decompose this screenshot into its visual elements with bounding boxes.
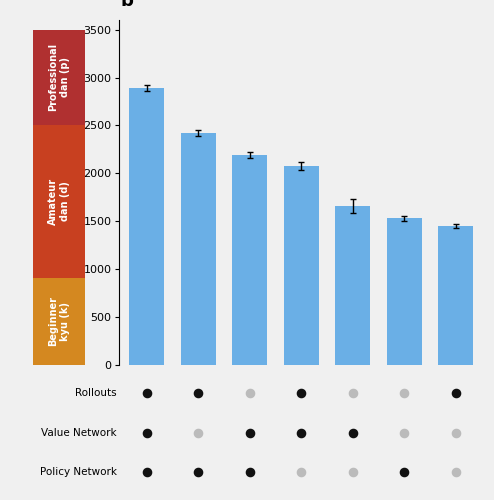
Bar bbox=[284, 166, 319, 365]
Bar bbox=[34, 125, 85, 278]
Bar bbox=[438, 226, 473, 365]
Bar bbox=[129, 88, 165, 365]
Point bbox=[297, 390, 305, 398]
Text: Amateur
dan (d): Amateur dan (d) bbox=[48, 178, 70, 225]
Point bbox=[246, 468, 254, 475]
Point bbox=[452, 468, 460, 475]
Point bbox=[143, 468, 151, 475]
Point bbox=[452, 390, 460, 398]
Point bbox=[195, 428, 203, 436]
Point bbox=[349, 428, 357, 436]
Point bbox=[143, 390, 151, 398]
Bar bbox=[34, 278, 85, 365]
Point bbox=[452, 428, 460, 436]
Point bbox=[195, 390, 203, 398]
Text: Value Network: Value Network bbox=[41, 428, 117, 438]
Text: Professional
dan (p): Professional dan (p) bbox=[48, 44, 70, 112]
Point bbox=[297, 428, 305, 436]
Point bbox=[349, 390, 357, 398]
Bar bbox=[34, 30, 85, 125]
Point bbox=[246, 390, 254, 398]
Text: Policy Network: Policy Network bbox=[40, 466, 117, 476]
Point bbox=[400, 468, 408, 475]
Text: Beginner
kyu (k): Beginner kyu (k) bbox=[48, 296, 70, 346]
Bar bbox=[335, 206, 370, 365]
Text: Rollouts: Rollouts bbox=[76, 388, 117, 398]
Point bbox=[297, 468, 305, 475]
Text: b: b bbox=[120, 0, 133, 10]
Bar bbox=[181, 133, 216, 365]
Bar bbox=[232, 155, 267, 365]
Point bbox=[195, 468, 203, 475]
Bar bbox=[387, 218, 422, 365]
Point bbox=[246, 428, 254, 436]
Point bbox=[400, 428, 408, 436]
Point bbox=[143, 428, 151, 436]
Point bbox=[349, 468, 357, 475]
Point bbox=[400, 390, 408, 398]
